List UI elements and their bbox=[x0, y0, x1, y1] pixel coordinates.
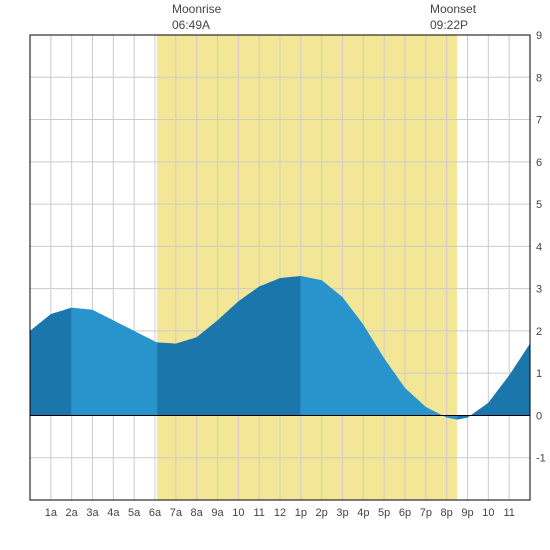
svg-text:1p: 1p bbox=[295, 507, 307, 519]
svg-text:2: 2 bbox=[536, 326, 542, 338]
svg-text:9p: 9p bbox=[461, 507, 473, 519]
svg-text:4a: 4a bbox=[107, 507, 120, 519]
svg-text:6a: 6a bbox=[149, 507, 162, 519]
svg-text:7a: 7a bbox=[170, 507, 183, 519]
svg-text:1a: 1a bbox=[45, 507, 58, 519]
svg-text:4: 4 bbox=[536, 241, 542, 253]
moonrise-title: Moonrise bbox=[172, 2, 221, 16]
svg-text:3a: 3a bbox=[86, 507, 99, 519]
svg-text:11: 11 bbox=[253, 507, 264, 519]
svg-text:5p: 5p bbox=[378, 507, 390, 519]
svg-text:1: 1 bbox=[536, 368, 542, 380]
moonrise-label: Moonrise 06:49A bbox=[172, 2, 221, 33]
moonset-label: Moonset 09:22P bbox=[430, 2, 550, 33]
svg-text:10: 10 bbox=[482, 507, 494, 519]
chart-canvas: -101234567891a2a3a4a5a6a7a8a9a1011121p2p… bbox=[0, 0, 550, 550]
svg-text:9a: 9a bbox=[211, 507, 224, 519]
svg-text:2p: 2p bbox=[316, 507, 328, 519]
moonrise-time: 06:49A bbox=[172, 18, 210, 32]
svg-text:0: 0 bbox=[536, 410, 542, 422]
moonset-title: Moonset bbox=[430, 2, 476, 16]
svg-text:5a: 5a bbox=[128, 507, 141, 519]
svg-text:10: 10 bbox=[232, 507, 244, 519]
svg-text:7: 7 bbox=[536, 115, 542, 127]
svg-text:3: 3 bbox=[536, 284, 542, 296]
svg-text:8: 8 bbox=[536, 72, 542, 84]
svg-text:12: 12 bbox=[274, 507, 286, 519]
svg-text:-1: -1 bbox=[536, 453, 546, 465]
svg-text:6: 6 bbox=[536, 157, 542, 169]
svg-text:6p: 6p bbox=[399, 507, 411, 519]
svg-text:5: 5 bbox=[536, 199, 542, 211]
svg-text:11: 11 bbox=[503, 507, 514, 519]
moonset-time: 09:22P bbox=[430, 18, 468, 32]
svg-text:2a: 2a bbox=[66, 507, 79, 519]
tide-chart: Moonrise 06:49A Moonset 09:22P -10123456… bbox=[0, 0, 550, 550]
svg-text:3p: 3p bbox=[336, 507, 348, 519]
svg-text:7p: 7p bbox=[420, 507, 432, 519]
svg-text:8a: 8a bbox=[191, 507, 204, 519]
svg-text:8p: 8p bbox=[441, 507, 453, 519]
svg-text:4p: 4p bbox=[357, 507, 369, 519]
